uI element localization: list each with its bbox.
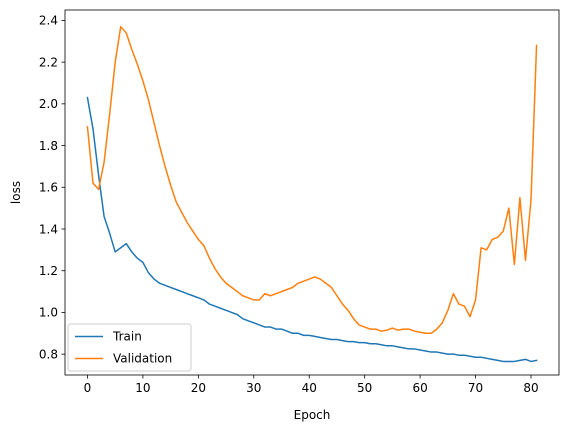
x-tick-label: 50	[357, 381, 372, 395]
x-tick-label: 70	[468, 381, 483, 395]
x-tick-label: 0	[84, 381, 92, 395]
x-axis-label: Epoch	[294, 408, 331, 422]
y-tick-label: 2.0	[39, 97, 58, 111]
y-axis-label: loss	[9, 181, 23, 204]
y-tick-label: 2.4	[39, 14, 58, 28]
axes-frame	[64, 9, 560, 376]
series-line-validation	[86, 25, 538, 335]
y-tick-label: 1.4	[39, 222, 58, 236]
series-line-train	[86, 96, 538, 363]
x-tick-label: 40	[302, 381, 317, 395]
x-tick-label: 80	[523, 381, 538, 395]
y-axis-ticks: 0.8 1.0 1.2 1.4 1.6 1.8 2.0 2.2 2.4	[39, 14, 65, 361]
legend-label-validation: Validation	[113, 352, 172, 366]
x-tick-label: 20	[191, 381, 206, 395]
legend-label-train: Train	[112, 330, 142, 344]
y-tick-label: 0.8	[39, 347, 58, 361]
series-layer	[86, 25, 538, 363]
y-tick-label: 2.2	[39, 55, 58, 69]
x-tick-label: 10	[135, 381, 150, 395]
y-tick-label: 1.8	[39, 139, 58, 153]
x-tick-label: 60	[412, 381, 427, 395]
y-tick-label: 1.0	[39, 306, 58, 320]
legend: Train Validation	[67, 323, 192, 372]
y-tick-label: 1.2	[39, 264, 58, 278]
x-tick-label: 30	[246, 381, 261, 395]
x-axis-ticks: 0 10 20 30 40 50 60 70 80	[84, 375, 539, 395]
y-tick-label: 1.6	[39, 181, 58, 195]
